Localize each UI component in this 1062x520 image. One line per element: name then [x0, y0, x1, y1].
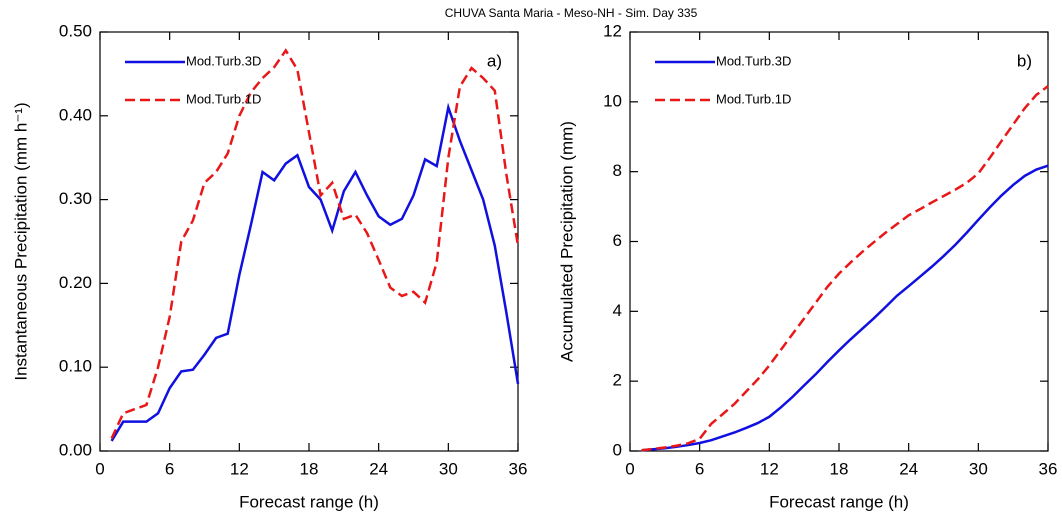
x-tick-label: 12	[760, 459, 779, 478]
y-axis-title: Accumulated Precipitation (mm)	[557, 121, 576, 362]
x-axis-title: Forecast range (h)	[239, 492, 379, 511]
panel-label: b)	[1017, 51, 1032, 70]
y-tick-label: 4	[613, 301, 622, 320]
y-tick-label: 12	[603, 21, 622, 40]
x-tick-label: 30	[969, 459, 988, 478]
x-tick-label: 6	[165, 459, 174, 478]
x-tick-label: 24	[899, 459, 918, 478]
y-tick-label: 0.30	[59, 189, 92, 208]
y-tick-label: 10	[603, 91, 622, 110]
y-tick-label: 0	[613, 440, 622, 459]
series-line	[110, 102, 520, 442]
y-tick-label: 0.20	[59, 273, 92, 292]
legend-label: Mod.Turb.1D	[186, 91, 261, 106]
y-tick-label: 2	[613, 371, 622, 390]
y-tick-label: 8	[613, 161, 622, 180]
legend-label: Mod.Turb.3D	[716, 53, 791, 68]
x-tick-label: 18	[830, 459, 849, 478]
series-line	[641, 85, 1049, 452]
x-tick-label: 6	[695, 459, 704, 478]
plot-frame	[99, 31, 519, 452]
x-tick-label: 18	[300, 459, 319, 478]
y-tick-label: 0.00	[59, 440, 92, 459]
legend-label: Mod.Turb.1D	[716, 91, 791, 106]
y-tick-label: 0.40	[59, 105, 92, 124]
y-tick-label: 6	[613, 231, 622, 250]
y-axis-title: Instantaneous Precipitation (mm h⁻¹)	[11, 102, 30, 380]
series-line	[641, 164, 1049, 452]
x-axis-title: Forecast range (h)	[769, 492, 909, 511]
y-tick-label: 0.10	[59, 357, 92, 376]
x-tick-label: 0	[625, 459, 634, 478]
x-tick-label: 30	[439, 459, 458, 478]
figure-title: CHUVA Santa Maria - Meso-NH - Sim. Day 3…	[445, 6, 698, 20]
panel-label: a)	[487, 51, 502, 70]
x-tick-label: 36	[509, 459, 528, 478]
y-tick-label: 0.50	[59, 21, 92, 40]
x-tick-label: 0	[95, 459, 104, 478]
plot-frame	[629, 31, 1049, 452]
legend-label: Mod.Turb.3D	[186, 53, 261, 68]
x-tick-label: 24	[369, 459, 388, 478]
series-line	[110, 48, 520, 439]
x-tick-label: 12	[230, 459, 249, 478]
x-tick-label: 36	[1039, 459, 1058, 478]
